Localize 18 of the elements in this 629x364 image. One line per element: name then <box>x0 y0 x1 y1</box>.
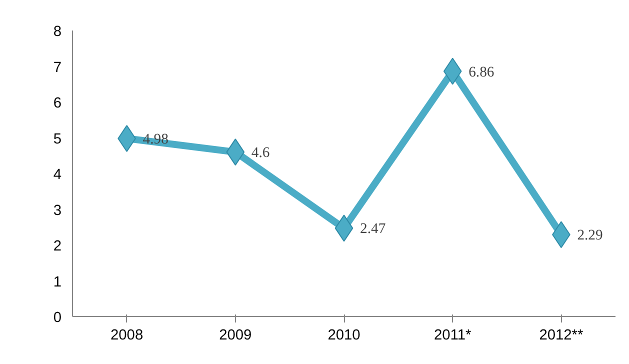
y-tick-label: 7 <box>53 60 62 76</box>
data-label: 2.47 <box>360 221 386 238</box>
x-tick-label: 2010 <box>328 328 360 344</box>
y-tick-label: 0 <box>53 310 62 326</box>
y-tick-label: 8 <box>53 24 62 40</box>
y-tick-label: 4 <box>53 167 62 183</box>
y-tick-label: 1 <box>53 274 62 290</box>
x-tick-label: 2009 <box>219 328 252 344</box>
x-tick-label: 2012** <box>539 328 584 344</box>
data-label: 2.29 <box>577 228 603 244</box>
x-tick-label: 2008 <box>110 328 144 344</box>
data-label: 4.6 <box>251 145 270 162</box>
y-tick-label: 2 <box>53 238 62 254</box>
y-tick-label: 6 <box>53 96 62 112</box>
y-tick-label: 3 <box>53 202 62 219</box>
y-tick-label: 5 <box>53 131 62 148</box>
x-tick-label: 2011* <box>434 328 472 344</box>
data-label: 6.86 <box>468 64 494 80</box>
